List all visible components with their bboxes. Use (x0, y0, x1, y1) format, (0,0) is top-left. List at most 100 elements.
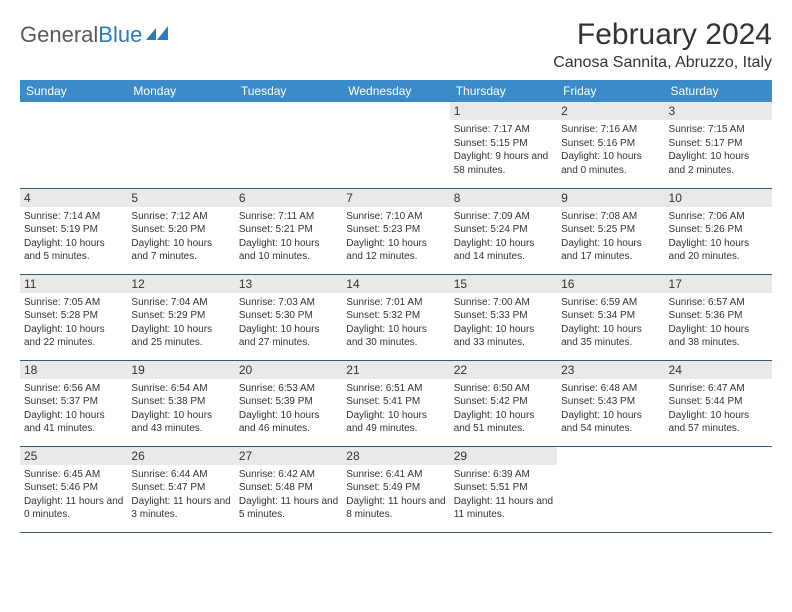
sunset-text: Sunset: 5:44 PM (669, 395, 768, 409)
day-info: Sunrise: 7:08 AMSunset: 5:25 PMDaylight:… (561, 210, 660, 264)
day-number: 5 (127, 189, 234, 207)
day-number: 19 (127, 361, 234, 379)
day-cell: 29Sunrise: 6:39 AMSunset: 5:51 PMDayligh… (450, 446, 557, 532)
daylight-text: Daylight: 10 hours and 51 minutes. (454, 409, 553, 436)
day-info: Sunrise: 6:45 AMSunset: 5:46 PMDaylight:… (24, 468, 123, 522)
sunrise-text: Sunrise: 6:44 AM (131, 468, 230, 482)
day-cell: 7Sunrise: 7:10 AMSunset: 5:23 PMDaylight… (342, 188, 449, 274)
daylight-text: Daylight: 9 hours and 58 minutes. (454, 150, 553, 177)
day-cell: 2Sunrise: 7:16 AMSunset: 5:16 PMDaylight… (557, 102, 664, 188)
day-number: 1 (450, 102, 557, 120)
sunrise-text: Sunrise: 7:01 AM (346, 296, 445, 310)
dow-sunday: Sunday (20, 80, 127, 102)
daylight-text: Daylight: 10 hours and 43 minutes. (131, 409, 230, 436)
sunrise-text: Sunrise: 7:15 AM (669, 123, 768, 137)
sunset-text: Sunset: 5:32 PM (346, 309, 445, 323)
day-info: Sunrise: 7:05 AMSunset: 5:28 PMDaylight:… (24, 296, 123, 350)
sunrise-text: Sunrise: 7:08 AM (561, 210, 660, 224)
sunrise-text: Sunrise: 7:06 AM (669, 210, 768, 224)
day-info: Sunrise: 7:11 AMSunset: 5:21 PMDaylight:… (239, 210, 338, 264)
day-cell (342, 102, 449, 188)
day-number: 18 (20, 361, 127, 379)
sunrise-text: Sunrise: 6:51 AM (346, 382, 445, 396)
sunrise-text: Sunrise: 7:04 AM (131, 296, 230, 310)
day-info: Sunrise: 6:39 AMSunset: 5:51 PMDaylight:… (454, 468, 553, 522)
day-info: Sunrise: 6:53 AMSunset: 5:39 PMDaylight:… (239, 382, 338, 436)
calendar-body: 1Sunrise: 7:17 AMSunset: 5:15 PMDaylight… (20, 102, 772, 532)
sunset-text: Sunset: 5:37 PM (24, 395, 123, 409)
day-cell (235, 102, 342, 188)
daylight-text: Daylight: 10 hours and 7 minutes. (131, 237, 230, 264)
sunset-text: Sunset: 5:46 PM (24, 481, 123, 495)
sunset-text: Sunset: 5:15 PM (454, 137, 553, 151)
day-number: 14 (342, 275, 449, 293)
day-cell: 12Sunrise: 7:04 AMSunset: 5:29 PMDayligh… (127, 274, 234, 360)
day-cell: 1Sunrise: 7:17 AMSunset: 5:15 PMDaylight… (450, 102, 557, 188)
day-cell: 14 Sunrise: 7:01 AMSunset: 5:32 PMDayligh… (342, 274, 449, 360)
day-cell: 27Sunrise: 6:42 AMSunset: 5:48 PMDayligh… (235, 446, 342, 532)
dow-row: Sunday Monday Tuesday Wednesday Thursday… (20, 80, 772, 102)
daylight-text: Daylight: 10 hours and 25 minutes. (131, 323, 230, 350)
day-cell: 11 Sunrise: 7:05 AMSunset: 5:28 PMDayligh… (20, 274, 127, 360)
header: GeneralBlue February 2024 Canosa Sannita… (20, 18, 772, 72)
logo-part2: Blue (98, 22, 142, 47)
day-number: 21 (342, 361, 449, 379)
sunset-text: Sunset: 5:16 PM (561, 137, 660, 151)
dow-wednesday: Wednesday (342, 80, 449, 102)
sunrise-text: Sunrise: 6:59 AM (561, 296, 660, 310)
day-cell: 8Sunrise: 7:09 AMSunset: 5:24 PMDaylight… (450, 188, 557, 274)
day-cell: 23Sunrise: 6:48 AMSunset: 5:43 PMDayligh… (557, 360, 664, 446)
week-row: 1Sunrise: 7:17 AMSunset: 5:15 PMDaylight… (20, 102, 772, 188)
day-info: Sunrise: 7:12 AMSunset: 5:20 PMDaylight:… (131, 210, 230, 264)
sunset-text: Sunset: 5:24 PM (454, 223, 553, 237)
sunset-text: Sunset: 5:48 PM (239, 481, 338, 495)
calendar-table: Sunday Monday Tuesday Wednesday Thursday… (20, 80, 772, 533)
day-cell: 13Sunrise: 7:03 AMSunset: 5:30 PMDayligh… (235, 274, 342, 360)
sunset-text: Sunset: 5:33 PM (454, 309, 553, 323)
sunset-text: Sunset: 5:41 PM (346, 395, 445, 409)
daylight-text: Daylight: 10 hours and 17 minutes. (561, 237, 660, 264)
sunset-text: Sunset: 5:38 PM (131, 395, 230, 409)
day-info: Sunrise: 7:01 AMSunset: 5:32 PMDaylight:… (346, 296, 445, 350)
day-info: Sunrise: 6:51 AMSunset: 5:41 PMDaylight:… (346, 382, 445, 436)
day-number: 24 (665, 361, 772, 379)
week-row: 4Sunrise: 7:14 AMSunset: 5:19 PMDaylight… (20, 188, 772, 274)
day-info: Sunrise: 6:59 AMSunset: 5:34 PMDaylight:… (561, 296, 660, 350)
daylight-text: Daylight: 10 hours and 14 minutes. (454, 237, 553, 264)
sunrise-text: Sunrise: 6:47 AM (669, 382, 768, 396)
day-number: 27 (235, 447, 342, 465)
day-info: Sunrise: 6:48 AMSunset: 5:43 PMDaylight:… (561, 382, 660, 436)
sunrise-text: Sunrise: 7:00 AM (454, 296, 553, 310)
week-row: 18 Sunrise: 6:56 AMSunset: 5:37 PMDayligh… (20, 360, 772, 446)
sunrise-text: Sunrise: 7:10 AM (346, 210, 445, 224)
day-cell: 4Sunrise: 7:14 AMSunset: 5:19 PMDaylight… (20, 188, 127, 274)
sunset-text: Sunset: 5:39 PM (239, 395, 338, 409)
logo-icon (146, 24, 170, 47)
day-number: 15 (450, 275, 557, 293)
sunrise-text: Sunrise: 6:50 AM (454, 382, 553, 396)
day-cell: 25Sunrise: 6:45 AMSunset: 5:46 PMDayligh… (20, 446, 127, 532)
day-cell: 16 Sunrise: 6:59 AMSunset: 5:34 PMDayligh… (557, 274, 664, 360)
daylight-text: Daylight: 10 hours and 30 minutes. (346, 323, 445, 350)
day-info: Sunrise: 6:41 AMSunset: 5:49 PMDaylight:… (346, 468, 445, 522)
day-cell: 3Sunrise: 7:15 AMSunset: 5:17 PMDaylight… (665, 102, 772, 188)
day-info: Sunrise: 6:54 AMSunset: 5:38 PMDaylight:… (131, 382, 230, 436)
location: Canosa Sannita, Abruzzo, Italy (553, 54, 772, 72)
sunset-text: Sunset: 5:42 PM (454, 395, 553, 409)
sunrise-text: Sunrise: 6:41 AM (346, 468, 445, 482)
day-number: 11 (20, 275, 127, 293)
day-cell: 17Sunrise: 6:57 AMSunset: 5:36 PMDayligh… (665, 274, 772, 360)
daylight-text: Daylight: 11 hours and 3 minutes. (131, 495, 230, 522)
day-number: 20 (235, 361, 342, 379)
day-cell: 6Sunrise: 7:11 AMSunset: 5:21 PMDaylight… (235, 188, 342, 274)
title-block: February 2024 Canosa Sannita, Abruzzo, I… (553, 18, 772, 72)
sunset-text: Sunset: 5:20 PM (131, 223, 230, 237)
day-info: Sunrise: 6:56 AMSunset: 5:37 PMDaylight:… (24, 382, 123, 436)
day-number: 16 (557, 275, 664, 293)
daylight-text: Daylight: 10 hours and 10 minutes. (239, 237, 338, 264)
day-info: Sunrise: 7:10 AMSunset: 5:23 PMDaylight:… (346, 210, 445, 264)
daylight-text: Daylight: 10 hours and 57 minutes. (669, 409, 768, 436)
week-row: 11 Sunrise: 7:05 AMSunset: 5:28 PMDayligh… (20, 274, 772, 360)
day-number: 22 (450, 361, 557, 379)
day-cell: 15Sunrise: 7:00 AMSunset: 5:33 PMDayligh… (450, 274, 557, 360)
